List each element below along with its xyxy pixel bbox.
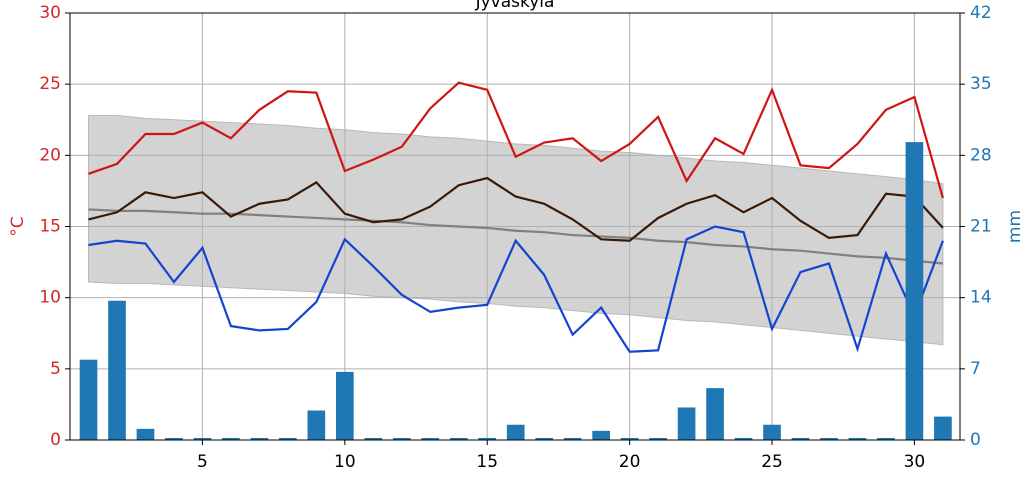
y-tick-label: 15 [39, 217, 61, 237]
y2-axis-label: mm [1005, 210, 1025, 243]
x-tick-label: 30 [904, 452, 926, 472]
y2-tick-label: 42 [970, 3, 992, 23]
x-tick-label: 25 [761, 452, 783, 472]
bar [763, 424, 781, 440]
x-tick-label: 10 [334, 452, 356, 472]
bar [820, 437, 838, 440]
line [88, 208, 944, 265]
bar [592, 430, 610, 440]
y2-tick-label: 35 [970, 74, 992, 94]
y-tick-label: 0 [50, 430, 61, 450]
x-tick-label: 15 [476, 452, 498, 472]
bar [79, 359, 98, 440]
y-axis-label: °C [8, 216, 28, 236]
line [88, 225, 944, 353]
bar [421, 437, 440, 440]
bar [449, 437, 468, 440]
y2-tick-label: 28 [970, 145, 992, 165]
bar [620, 437, 639, 440]
line [88, 81, 944, 199]
bar [905, 142, 924, 440]
y2-tick-label: 21 [970, 217, 992, 237]
bar [649, 437, 667, 440]
bar [563, 437, 582, 440]
bar [677, 407, 696, 440]
bar [136, 428, 155, 440]
bar [934, 416, 952, 440]
line [88, 176, 944, 242]
bar [165, 437, 183, 440]
plot-frame [69, 12, 961, 441]
x-tick-label: 20 [619, 452, 641, 472]
bar [250, 437, 269, 440]
y-tick-label: 5 [50, 359, 61, 379]
bar [848, 437, 867, 440]
bar [877, 437, 895, 440]
y2-tick-label: 7 [970, 359, 981, 379]
bar [108, 300, 126, 440]
bar [222, 437, 240, 440]
y2-tick-label: 14 [970, 288, 992, 308]
bar [478, 437, 497, 440]
y-tick-label: 10 [39, 288, 61, 308]
bar [506, 424, 525, 440]
bar [364, 437, 383, 440]
bar [791, 437, 810, 440]
bar [336, 371, 354, 440]
bar [392, 437, 411, 440]
bar [193, 437, 212, 440]
y-tick-label: 25 [39, 74, 61, 94]
bar [734, 437, 753, 440]
y2-tick-label: 0 [970, 430, 981, 450]
bar [706, 388, 724, 440]
y-tick-label: 20 [39, 145, 61, 165]
bar [279, 437, 297, 440]
chart-title: Jyväskylä [475, 0, 555, 12]
bar [307, 410, 326, 440]
y-tick-label: 30 [39, 3, 61, 23]
bar [535, 437, 554, 440]
x-tick-label: 5 [197, 452, 208, 472]
